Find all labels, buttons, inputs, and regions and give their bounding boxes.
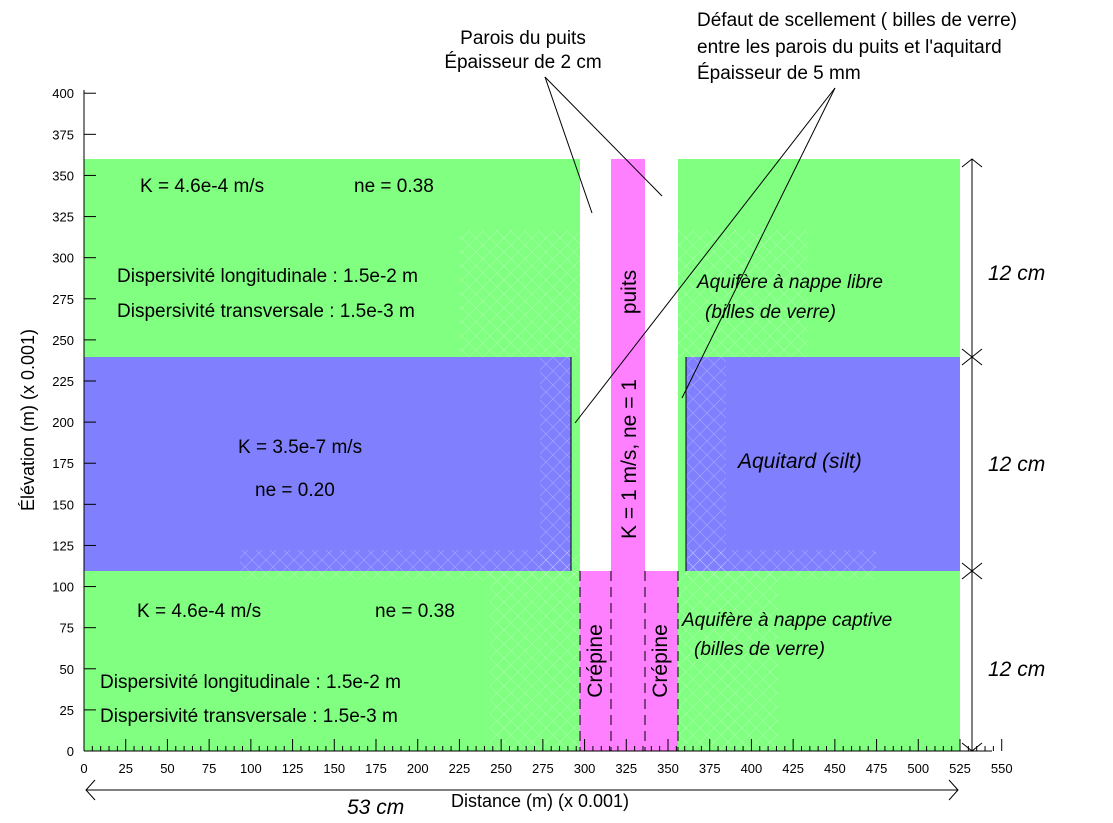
y-tick-label: 350 <box>52 168 74 183</box>
dimension-width: 53 cm <box>347 796 404 818</box>
y-tick-label: 200 <box>52 415 74 430</box>
x-tick-label: 450 <box>824 761 846 776</box>
y-tick-label: 150 <box>52 497 74 512</box>
x-tick-label: 25 <box>118 761 132 776</box>
well-label: puits <box>618 270 641 314</box>
aquitard-left <box>84 357 571 571</box>
y-tick-label: 300 <box>52 251 74 266</box>
aquitard-right <box>686 357 960 571</box>
well-props: K = 1 m/s, ne = 1 <box>618 379 641 539</box>
x-tick-label: 50 <box>160 761 174 776</box>
aquitard-k: K = 3.5e-7 m/s <box>238 437 362 458</box>
confined-k: K = 4.6e-4 m/s <box>137 601 261 622</box>
well-screen-lines <box>579 571 679 751</box>
y-axis-label: Élévation (m) (x 0.001) <box>18 329 38 511</box>
unconfined-ne: ne = 0.38 <box>354 176 434 197</box>
confined-material: (billes de verre) <box>694 639 825 660</box>
x-tick-label: 525 <box>949 761 971 776</box>
unconfined-disp-trans: Dispersivité transversale : 1.5e-3 m <box>117 301 415 322</box>
y-tick-label: 100 <box>52 580 74 595</box>
x-tick-label: 200 <box>407 761 429 776</box>
x-tick-label: 325 <box>615 761 637 776</box>
wall-title: Parois du puits <box>460 28 586 49</box>
pointer-lines <box>544 76 836 424</box>
y-tick-label: 375 <box>52 127 74 142</box>
x-tick-label: 150 <box>323 761 345 776</box>
x-tick-label: 400 <box>741 761 763 776</box>
wall-thickness: Épaisseur de 2 cm <box>444 52 601 73</box>
y-tick-label: 275 <box>52 292 74 307</box>
seal-defect-left <box>571 357 580 571</box>
x-tick-label: 350 <box>657 761 679 776</box>
confined-disp-long: Dispersivité longitudinale : 1.5e-2 m <box>100 672 401 693</box>
x-tick-label: 75 <box>202 761 216 776</box>
x-tick-label: 375 <box>699 761 721 776</box>
x-tick-label: 275 <box>532 761 554 776</box>
confined-ne: ne = 0.38 <box>375 601 455 622</box>
confined-name: Aquifère à nappe captive <box>681 610 892 631</box>
y-ticks: 0 25 50 75 100 125 150 175 200 225 250 275 300 325 350… <box>52 86 96 759</box>
x-tick-label: 0 <box>80 761 87 776</box>
unconfined-disp-long: Dispersivité longitudinale : 1.5e-2 m <box>117 266 418 287</box>
y-tick-label: 125 <box>52 538 74 553</box>
y-tick-label: 250 <box>52 333 74 348</box>
y-tick-label: 225 <box>52 374 74 389</box>
x-tick-label: 550 <box>991 761 1013 776</box>
confined-disp-trans: Dispersivité transversale : 1.5e-3 m <box>100 706 398 727</box>
horizontal-dimension <box>85 779 959 801</box>
axes: 0255075100125150175200225250275300325350… <box>52 86 1012 776</box>
y-tick-label: 325 <box>52 210 74 225</box>
x-tick-label: 125 <box>282 761 304 776</box>
x-tick-label: 175 <box>365 761 387 776</box>
screen-left-label: Crépine <box>584 624 607 698</box>
vertical-dimension <box>961 158 983 752</box>
aquitard-name: Aquitard (silt) <box>736 450 862 473</box>
x-tick-label: 250 <box>490 761 512 776</box>
x-tick-label: 225 <box>449 761 471 776</box>
x-tick-label: 100 <box>240 761 262 776</box>
dimension-lower: 12 cm <box>988 658 1045 681</box>
mesh-texture <box>240 230 876 751</box>
seal-defect-label: Défaut de scellement ( billes de verre) <box>697 10 1017 31</box>
unconfined-name: Aquifère à nappe libre <box>696 272 883 293</box>
x-tick-label: 500 <box>907 761 929 776</box>
screen-right-label: Crépine <box>649 624 672 698</box>
dimension-upper: 12 cm <box>988 262 1045 285</box>
x-ticks: 0 25 50 75 100 125 150 175 200 225 250 275 300 325 350… <box>80 739 1013 776</box>
seal-defect-right <box>678 357 686 571</box>
y-tick-label: 400 <box>52 86 74 101</box>
well-column <box>611 159 645 571</box>
aquitard-ne: ne = 0.20 <box>255 480 335 501</box>
x-tick-label: 475 <box>866 761 888 776</box>
x-tick-label: 425 <box>782 761 804 776</box>
y-tick-label: 25 <box>60 703 74 718</box>
unconfined-material: (billes de verre) <box>705 302 836 323</box>
y-tick-label: 0 <box>67 744 74 759</box>
seal-thickness-label: Épaisseur de 5 mm <box>697 63 861 84</box>
dimension-middle: 12 cm <box>988 453 1045 476</box>
y-tick-label: 75 <box>60 621 74 636</box>
y-tick-label: 175 <box>52 456 74 471</box>
unconfined-k: K = 4.6e-4 m/s <box>140 176 264 197</box>
x-axis-label: Distance (m) (x 0.001) <box>451 791 629 811</box>
y-tick-label: 50 <box>60 662 74 677</box>
well-screen <box>580 571 678 751</box>
seal-between-label: entre les parois du puits et l'aquitard <box>697 37 1002 58</box>
x-tick-label: 300 <box>574 761 596 776</box>
